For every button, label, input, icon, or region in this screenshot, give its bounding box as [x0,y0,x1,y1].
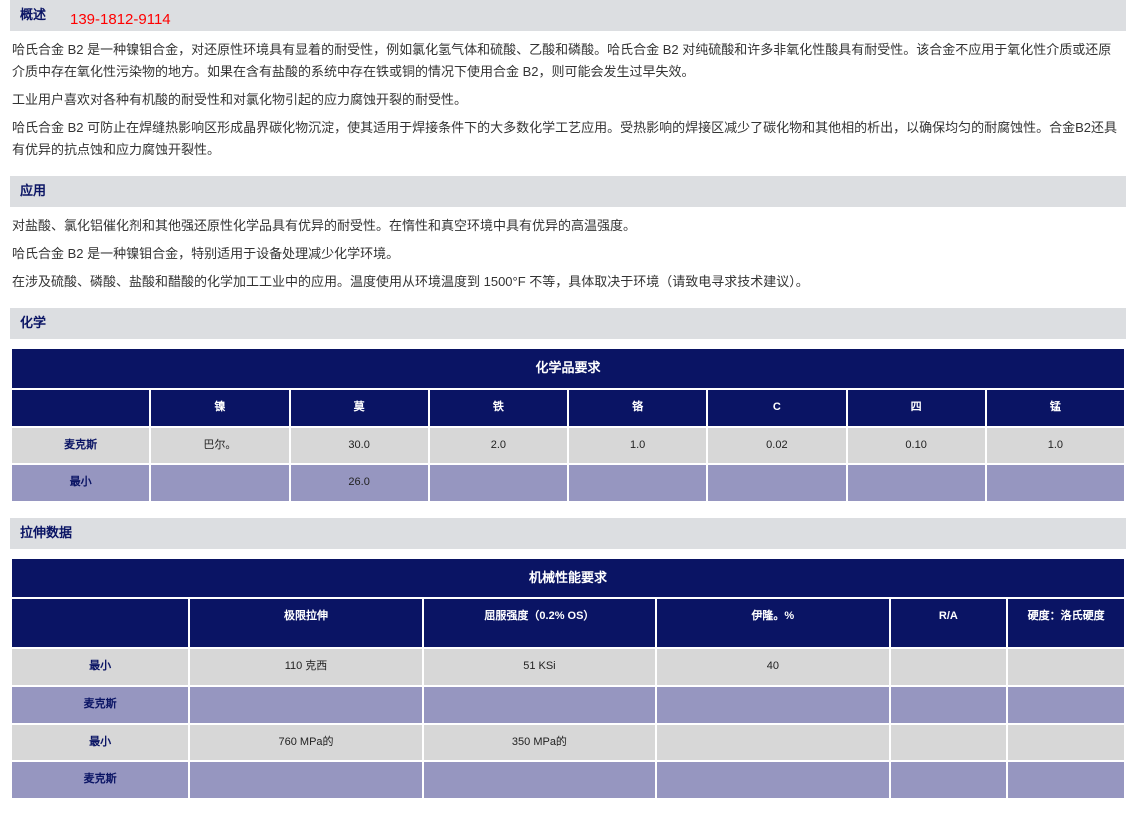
chem-min-0 [151,465,288,501]
mech-min2-4 [1008,725,1124,761]
mech-min1-1: 51 KSi [424,649,655,685]
mech-col-2: 伊隆。% [657,599,888,647]
chem-max-5: 0.10 [848,428,985,464]
chemistry-table: 化学品要求 镍 莫 铁 铬 C 四 锰 麦克斯 巴尔。 30.0 2.0 1.0… [10,347,1126,503]
mech-max2-4 [1008,762,1124,798]
tensile-table-title: 机械性能要求 [12,559,1124,598]
mech-max1-label: 麦克斯 [12,687,188,723]
chem-min-4 [708,465,845,501]
mech-max1-0 [190,687,421,723]
chemistry-column-headers: 镍 莫 铁 铬 C 四 锰 [12,390,1124,426]
chem-min-label: 最小 [12,465,149,501]
tensile-table-title-row: 机械性能要求 [12,559,1124,598]
overview-p3: 哈氏合金 B2 可防止在焊缝热影响区形成晶界碳化物沉淀，使其适用于焊接条件下的大… [10,117,1126,161]
tensile-table: 机械性能要求 极限拉伸 屈服强度（0.2% OS） 伊隆。% R/A 硬度：洛氏… [10,557,1126,800]
chem-max-0: 巴尔。 [151,428,288,464]
mech-max1-2 [657,687,888,723]
mech-max1-3 [891,687,1007,723]
section-header-tensile: 拉伸数据 [10,518,1126,549]
mech-min2-3 [891,725,1007,761]
chem-col-2: 铁 [430,390,567,426]
tensile-corner-cell [12,599,188,647]
mech-min2-2 [657,725,888,761]
mech-min1-label: 最小 [12,649,188,685]
mech-min2-label: 最小 [12,725,188,761]
overview-p2: 工业用户喜欢对各种有机酸的耐受性和对氯化物引起的应力腐蚀开裂的耐受性。 [10,89,1126,111]
application-p1: 对盐酸、氯化铝催化剂和其他强还原性化学品具有优异的耐受性。在惰性和真空环境中具有… [10,215,1126,237]
mech-min1-0: 110 克西 [190,649,421,685]
section-header-chemistry: 化学 [10,308,1126,339]
mech-col-1: 屈服强度（0.2% OS） [424,599,655,647]
tensile-row-max1: 麦克斯 [12,687,1124,723]
chem-max-3: 1.0 [569,428,706,464]
chemistry-table-title: 化学品要求 [12,349,1124,388]
chem-min-3 [569,465,706,501]
application-p2: 哈氏合金 B2 是一种镍钼合金，特别适用于设备处理减少化学环境。 [10,243,1126,265]
chem-max-1: 30.0 [291,428,428,464]
tensile-row-min1: 最小 110 克西 51 KSi 40 [12,649,1124,685]
section-header-overview: 概述 [10,0,1126,31]
mech-max2-label: 麦克斯 [12,762,188,798]
mech-max2-0 [190,762,421,798]
mech-min1-2: 40 [657,649,888,685]
chem-col-1: 莫 [291,390,428,426]
chem-col-6: 锰 [987,390,1124,426]
chem-max-6: 1.0 [987,428,1124,464]
page-content: 139-1812-9114 概述 哈氏合金 B2 是一种镍钼合金，对还原性环境具… [0,0,1136,800]
chemistry-row-min: 最小 26.0 [12,465,1124,501]
chem-max-label: 麦克斯 [12,428,149,464]
chem-col-4: C [708,390,845,426]
chem-min-2 [430,465,567,501]
chem-max-4: 0.02 [708,428,845,464]
mech-max2-2 [657,762,888,798]
tensile-row-max2: 麦克斯 [12,762,1124,798]
chemistry-corner-cell [12,390,149,426]
tensile-column-headers: 极限拉伸 屈服强度（0.2% OS） 伊隆。% R/A 硬度：洛氏硬度 [12,599,1124,647]
application-p3: 在涉及硫酸、磷酸、盐酸和醋酸的化学加工工业中的应用。温度使用从环境温度到 150… [10,271,1126,293]
chemistry-row-max: 麦克斯 巴尔。 30.0 2.0 1.0 0.02 0.10 1.0 [12,428,1124,464]
tensile-row-min2: 最小 760 MPa的 350 MPa的 [12,725,1124,761]
mech-col-0: 极限拉伸 [190,599,421,647]
chem-min-6 [987,465,1124,501]
mech-col-4: 硬度：洛氏硬度 [1008,599,1124,647]
overview-p1: 哈氏合金 B2 是一种镍钼合金，对还原性环境具有显着的耐受性，例如氯化氢气体和硫… [10,39,1126,83]
mech-max2-3 [891,762,1007,798]
chemistry-table-title-row: 化学品要求 [12,349,1124,388]
mech-max1-1 [424,687,655,723]
mech-min1-4 [1008,649,1124,685]
phone-number: 139-1812-9114 [0,3,171,32]
mech-min2-0: 760 MPa的 [190,725,421,761]
chem-col-0: 镍 [151,390,288,426]
chem-col-3: 铬 [569,390,706,426]
mech-max2-1 [424,762,655,798]
chem-max-2: 2.0 [430,428,567,464]
chem-col-5: 四 [848,390,985,426]
chem-min-1: 26.0 [291,465,428,501]
mech-min2-1: 350 MPa的 [424,725,655,761]
mech-min1-3 [891,649,1007,685]
mech-col-3: R/A [891,599,1007,647]
mech-max1-4 [1008,687,1124,723]
chem-min-5 [848,465,985,501]
section-header-application: 应用 [10,176,1126,207]
